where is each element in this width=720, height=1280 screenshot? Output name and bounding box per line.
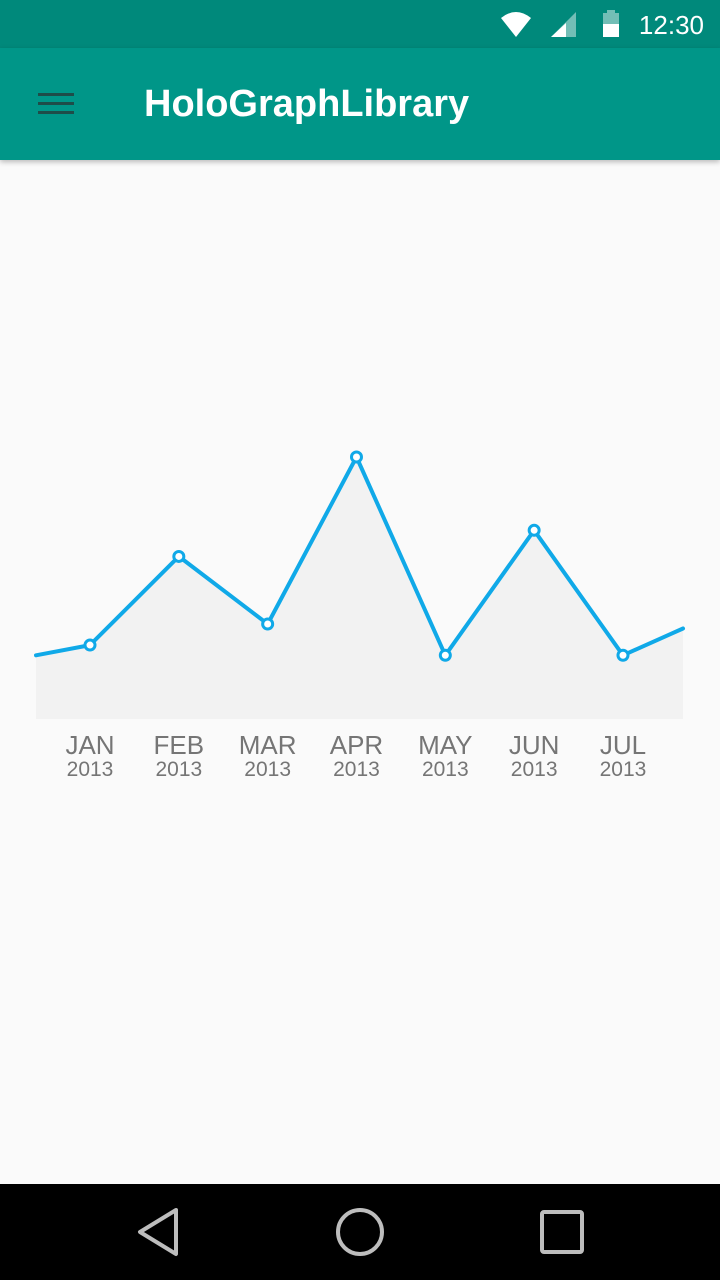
home-button[interactable] bbox=[332, 1204, 388, 1260]
navigation-bar bbox=[0, 1184, 720, 1280]
chart-point-mar[interactable] bbox=[261, 617, 275, 631]
x-tick-sublabel: 2013 bbox=[422, 758, 469, 781]
x-tick-sublabel: 2013 bbox=[244, 758, 291, 781]
app-title: HoloGraphLibrary bbox=[144, 83, 470, 125]
x-tick-sublabel: 2013 bbox=[67, 758, 114, 781]
chart-point-jun[interactable] bbox=[527, 523, 541, 537]
hamburger-menu-icon bbox=[38, 93, 74, 114]
x-tick-label: JUL bbox=[600, 730, 646, 760]
x-tick-sublabel: 2013 bbox=[511, 758, 558, 781]
chart-point-jan[interactable] bbox=[83, 638, 97, 652]
x-tick-sublabel: 2013 bbox=[333, 758, 380, 781]
wifi-icon bbox=[501, 12, 531, 37]
x-tick-label: JAN bbox=[65, 730, 114, 760]
chart-point-apr[interactable] bbox=[349, 450, 363, 464]
x-tick-sublabel: 2013 bbox=[155, 758, 202, 781]
chart-point-feb[interactable] bbox=[172, 549, 186, 563]
app-bar: HoloGraphLibrary bbox=[0, 48, 720, 160]
x-tick-label: MAR bbox=[239, 730, 297, 760]
status-bar: 12:30 bbox=[0, 0, 720, 48]
battery-icon bbox=[603, 10, 619, 37]
x-tick-label: FEB bbox=[154, 730, 205, 760]
chart-area-fill bbox=[36, 457, 683, 719]
cell-signal-icon bbox=[551, 12, 576, 37]
line-chart-svg: JAN2013FEB2013MAR2013APR2013MAY2013JUN20… bbox=[34, 450, 685, 781]
menu-button[interactable] bbox=[24, 80, 88, 128]
back-triangle-icon bbox=[138, 1208, 178, 1256]
chart-point-jul[interactable] bbox=[616, 648, 630, 662]
home-circle-icon bbox=[336, 1208, 384, 1256]
x-tick-label: MAY bbox=[418, 730, 472, 760]
back-button[interactable] bbox=[132, 1204, 188, 1260]
x-tick-label: JUN bbox=[509, 730, 560, 760]
chart-point-may[interactable] bbox=[438, 648, 452, 662]
recents-square-icon bbox=[540, 1210, 584, 1254]
recents-button[interactable] bbox=[534, 1204, 590, 1260]
x-tick-label: APR bbox=[330, 730, 383, 760]
x-tick-sublabel: 2013 bbox=[600, 758, 647, 781]
line-chart: JAN 2013 FEB 2013 MAR 2013 APR 2013 MAY 2013 JUN 20… bbox=[0, 160, 720, 860]
status-time: 12:30 bbox=[638, 10, 704, 40]
